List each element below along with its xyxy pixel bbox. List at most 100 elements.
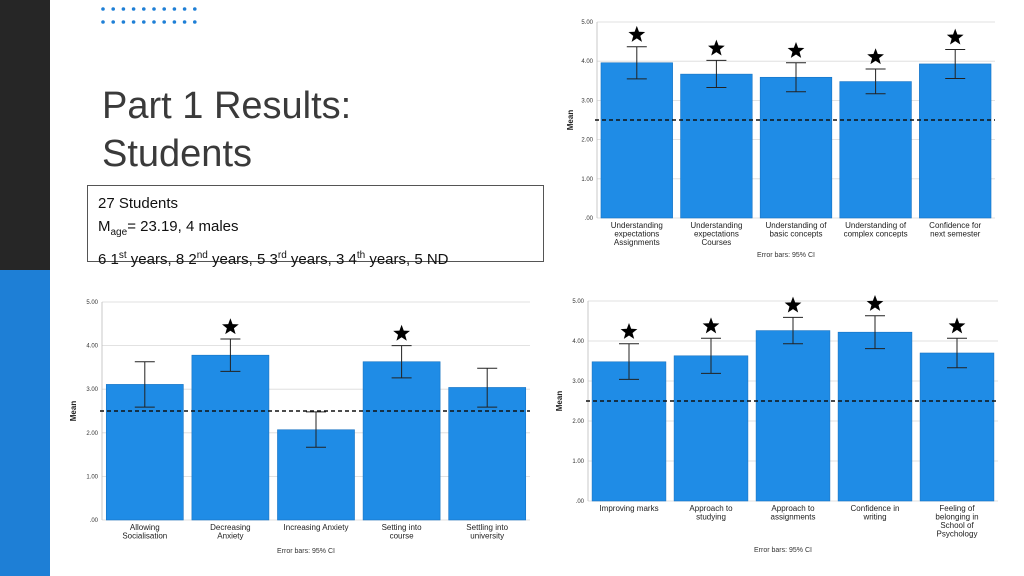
y-tick-label: 3.00 [581, 98, 593, 104]
bar [600, 62, 673, 219]
sample-info-box: 27 Students Mage= 23.19, 4 males 6 1st y… [87, 185, 544, 268]
x-tick-label: expectations [694, 230, 739, 239]
x-tick-label: course [390, 532, 415, 541]
decor-dot [172, 7, 177, 11]
x-tick-label: Confidence in [851, 504, 900, 513]
y-tick-label: 4.00 [581, 59, 593, 65]
significance-star-icon [948, 317, 966, 334]
x-tick-label: Understanding [611, 221, 663, 230]
significance-star-icon [222, 318, 239, 335]
decor-dot [182, 20, 187, 24]
decor-dot [121, 7, 126, 11]
y-axis-label: Mean [566, 110, 575, 131]
decor-dot [162, 20, 166, 24]
bar [759, 76, 833, 219]
chart-study-skills: .00 1.00 2.00 3.00 4.00 5.00 Mean Improving mar… [555, 295, 998, 554]
title-line-1: Part 1 Results: [102, 85, 352, 127]
significance-star-icon [620, 323, 638, 339]
significance-star-icon [867, 48, 884, 65]
y-tick-label: 2.00 [86, 431, 98, 437]
decor-dot [121, 20, 126, 24]
year-2-sup: nd [196, 250, 208, 261]
x-tick-label: Psychology [937, 530, 978, 539]
x-tick-label: Understanding of [766, 221, 828, 230]
x-tick-label: expectations [614, 230, 659, 239]
year-1-rest: years, [126, 251, 176, 268]
y-tick-label: 5.00 [572, 299, 584, 305]
y-tick-label: 2.00 [572, 419, 584, 425]
chart-understanding: .00 1.00 2.00 3.00 4.00 5.00 Mean Understanding… [566, 20, 995, 259]
x-tick-label: writing [862, 513, 886, 522]
x-tick-label: Approach to [771, 504, 815, 513]
info-age-line: Mage= 23.19, 4 males [98, 215, 543, 244]
sidebar-dark-block [0, 0, 50, 270]
significance-star-icon [708, 39, 725, 56]
x-tick-label: Feeling of [939, 504, 975, 513]
y-tick-label: 5.00 [581, 20, 593, 26]
bar [919, 352, 995, 502]
chart-footnote: Error bars: 95% CI [757, 252, 815, 259]
dot-grid [101, 7, 197, 24]
info-years-line: 6 1st years, 8 2nd years, 5 3rd years, 3… [98, 244, 543, 271]
x-tick-label: basic concepts [770, 230, 823, 239]
x-tick-label: complex concepts [844, 230, 908, 239]
x-tick-label: Approach to [689, 504, 733, 513]
sidebar-blue-block [0, 270, 50, 576]
y-tick-label: 3.00 [86, 387, 98, 393]
x-tick-label: Assignments [614, 238, 660, 247]
x-tick-label: Socialisation [122, 532, 167, 541]
x-tick-label: Settling into [466, 523, 508, 532]
year-3-rest: years, [286, 251, 336, 268]
year-4-num: 3 4 [335, 251, 357, 268]
x-tick-label: Confidence for [929, 221, 981, 230]
year-3-sup: rd [277, 250, 287, 261]
title-line-2: Students [102, 133, 252, 175]
x-tick-label: Decreasing [210, 523, 250, 532]
decor-dot [111, 20, 115, 24]
y-tick-label: 1.00 [86, 474, 98, 480]
year-1-sup: st [118, 250, 127, 261]
chart-footnote: Error bars: 95% CI [754, 547, 812, 554]
x-tick-label: Allowing [130, 523, 160, 532]
x-tick-label: Understanding [690, 221, 742, 230]
decor-dot [193, 7, 197, 11]
decor-dot [142, 20, 146, 24]
x-tick-label: Increasing Anxiety [284, 523, 349, 532]
significance-star-icon [393, 324, 410, 341]
year-4-rest: years, 5 ND [365, 251, 449, 268]
bar [673, 355, 749, 502]
y-tick-label: 3.00 [572, 379, 584, 385]
significance-star-icon [702, 317, 720, 334]
decor-dot [131, 20, 136, 24]
info-mage-sub: age [110, 227, 128, 238]
page-title: Part 1 Results: Students [102, 82, 351, 178]
bar [755, 330, 831, 502]
year-4-sup: th [356, 250, 366, 261]
x-tick-label: next semester [930, 230, 981, 239]
x-tick-label: university [470, 532, 504, 541]
decor-dot [111, 7, 115, 11]
bar [448, 387, 527, 521]
y-axis-label: Mean [555, 391, 564, 412]
bar [919, 63, 992, 219]
decor-dot [172, 20, 177, 24]
decor-dot [142, 7, 146, 11]
significance-star-icon [866, 295, 884, 311]
decorative-dot-pattern [101, 7, 197, 24]
x-tick-label: Understanding of [845, 221, 907, 230]
significance-star-icon [787, 41, 805, 58]
chart-footnote: Error bars: 95% CI [277, 548, 335, 555]
year-1-num: 6 1 [98, 251, 119, 268]
y-tick-label: .00 [585, 216, 594, 222]
x-tick-label: School of [940, 521, 974, 530]
y-tick-label: 2.00 [581, 138, 593, 144]
decor-dot [152, 7, 156, 11]
y-tick-label: 5.00 [86, 300, 98, 306]
significance-star-icon [946, 28, 964, 45]
x-tick-label: studying [696, 513, 726, 522]
bar [837, 331, 913, 502]
decor-dot [101, 20, 105, 24]
decor-dot [101, 7, 105, 11]
info-students-count: 27 Students [98, 195, 179, 212]
info-mage-m: M [98, 218, 111, 235]
